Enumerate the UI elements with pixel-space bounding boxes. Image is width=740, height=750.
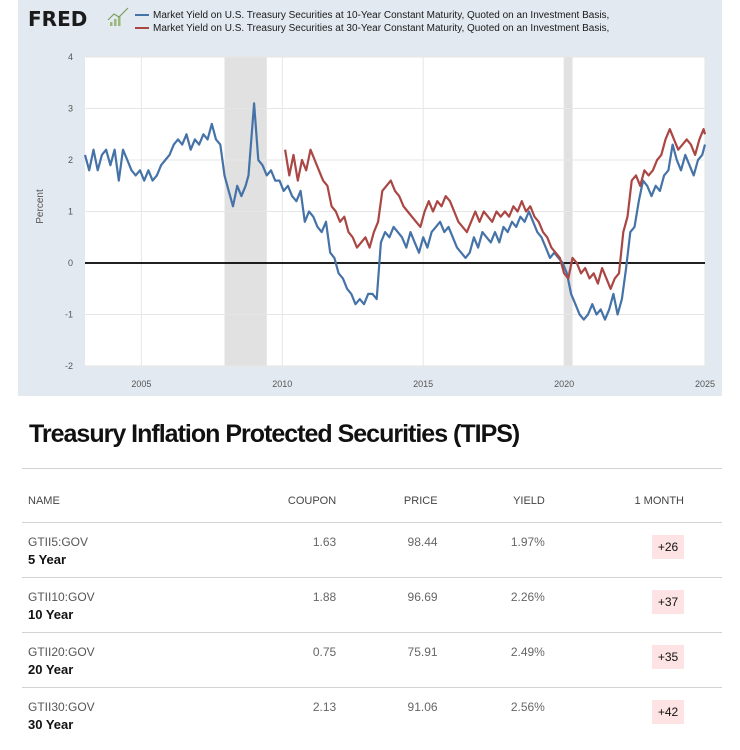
security-name-cell: GTII30:GOV 30 Year	[22, 688, 227, 743]
table-row[interactable]: GTII5:GOV 5 Year 1.63 98.44 1.97% +26	[22, 522, 722, 578]
security-ticker[interactable]: GTII20:GOV	[28, 645, 95, 659]
price-cell: 91.06	[407, 700, 438, 714]
x-tick-label: 2010	[272, 379, 292, 389]
security-term: 20 Year	[28, 662, 74, 677]
security-term: 5 Year	[28, 552, 67, 567]
x-tick-label: 2025	[695, 379, 715, 389]
y-tick-label: -2	[65, 361, 73, 371]
coupon-cell: 1.88	[226, 577, 337, 633]
column-header-price[interactable]: PRICE	[336, 480, 438, 523]
security-name-cell: GTII5:GOV 5 Year	[22, 522, 227, 578]
coupon-cell: 1.63	[226, 522, 337, 578]
change-cell: +42	[545, 688, 722, 743]
tips-section-title: Treasury Inflation Protected Securities …	[29, 420, 520, 448]
yield-cell: 2.26%	[437, 577, 545, 633]
y-tick-label: 0	[68, 258, 73, 268]
table-row[interactable]: GTII20:GOV 20 Year 0.75 75.91 2.49% +35	[22, 632, 722, 688]
price-cell: 96.69	[336, 577, 438, 633]
legend-label-2: Market Yield on U.S. Treasury Securities…	[153, 23, 609, 34]
fred-logo: FRED	[28, 7, 129, 31]
security-name-cell: GTII10:GOV 10 Year	[22, 577, 227, 633]
price-cell: 75.91	[336, 632, 438, 688]
yield-cell: 2.49%	[437, 632, 545, 688]
change-badge: +42	[652, 700, 684, 724]
y-tick-label: 3	[68, 104, 73, 114]
y-tick-label: 1	[68, 207, 73, 217]
fred-logo-graph-icon	[107, 7, 129, 26]
yield-cell: 1.97%	[437, 522, 545, 578]
tips-table: NAME COUPON PRICE YIELD 1 MONTH GTII5:GO…	[22, 480, 722, 743]
series-line-2	[284, 128, 707, 290]
y-tick-label: 2	[68, 155, 73, 165]
change-badge: +35	[652, 645, 684, 669]
x-tick-label: 2020	[554, 379, 574, 389]
security-name-cell: GTII20:GOV 20 Year	[22, 632, 227, 688]
coupon-cell: 0.75	[226, 632, 337, 688]
column-header-1-month[interactable]: 1 MONTH	[544, 480, 722, 523]
security-ticker[interactable]: GTII5:GOV	[28, 535, 89, 549]
table-row[interactable]: GTII30:GOV 30 Year 2.13 91.06 2.56% +42	[22, 688, 722, 743]
security-ticker[interactable]: GTII30:GOV	[28, 700, 95, 714]
y-tick-label: -1	[65, 310, 73, 320]
x-tick-label: 2015	[413, 379, 433, 389]
title-divider	[22, 468, 722, 469]
y-axis-label: Percent	[35, 189, 46, 224]
security-ticker[interactable]: GTII10:GOV	[28, 590, 95, 604]
column-header-name[interactable]: NAME	[22, 480, 227, 523]
yield-cell: 2.56%	[510, 700, 545, 714]
change-cell: +26	[544, 522, 722, 578]
change-cell: +35	[544, 632, 722, 688]
price-cell: 98.44	[336, 522, 438, 578]
coupon-cell: 2.13	[312, 700, 337, 714]
x-tick-label: 2005	[131, 379, 151, 389]
column-header-coupon[interactable]: COUPON	[226, 480, 337, 523]
change-badge: +37	[652, 590, 684, 614]
change-badge: +26	[652, 535, 684, 559]
security-term: 30 Year	[28, 717, 74, 732]
fred-chart: FRED Market Yield on U.S. Treasury Secur…	[18, 0, 722, 396]
fred-logo-text: FRED	[28, 7, 87, 31]
y-tick-label: 4	[68, 52, 73, 62]
series-line-1	[83, 102, 707, 321]
column-header-yield[interactable]: YIELD	[437, 480, 545, 523]
security-term: 10 Year	[28, 607, 74, 622]
chart-legend: Market Yield on U.S. Treasury Securities…	[135, 10, 609, 34]
tips-table-header: NAME COUPON PRICE YIELD 1 MONTH	[22, 480, 722, 523]
legend-label-1: Market Yield on U.S. Treasury Securities…	[153, 10, 609, 21]
table-row[interactable]: GTII10:GOV 10 Year 1.88 96.69 2.26% +37	[22, 577, 722, 633]
chart-svg: FRED Market Yield on U.S. Treasury Secur…	[28, 7, 715, 389]
chart-plot-area: 2005 2010 2015 2020 2025 4 3 2 1 0 -1 -2 Percent	[35, 52, 715, 389]
change-cell: +37	[544, 577, 722, 633]
